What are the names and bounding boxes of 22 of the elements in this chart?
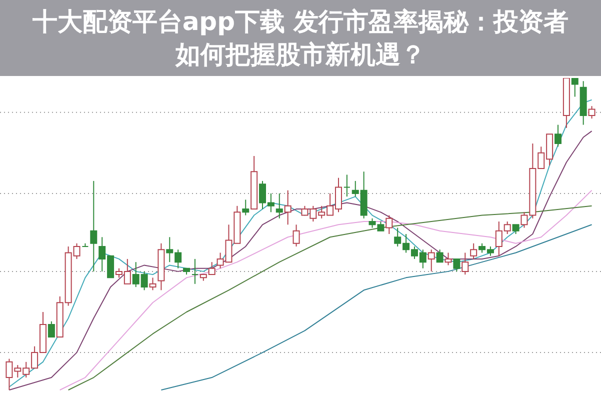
- candlestick: [242, 199, 250, 216]
- candlestick: [191, 258, 198, 284]
- chart-title: 十大配资平台app下载 发行市盈率揭秘：投资者如何把握股市新机遇？: [31, 6, 570, 71]
- candlestick: [512, 224, 520, 234]
- candlestick: [428, 249, 435, 272]
- candlestick: [554, 124, 562, 148]
- candlestick: [462, 252, 469, 276]
- candlestick: [571, 78, 578, 98]
- candlestick: [48, 320, 55, 338]
- candlestick: [588, 106, 596, 120]
- title-banner: 十大配资平台app下载 发行市盈率揭秘：投资者如何把握股市新机遇？: [0, 0, 601, 76]
- candlestick: [149, 277, 156, 291]
- candlestick: [284, 190, 292, 226]
- candlestick: [90, 180, 98, 272]
- candlestick: [292, 224, 300, 247]
- candlestick: [386, 214, 393, 234]
- candlestick: [453, 258, 460, 272]
- candlestick: [276, 192, 283, 219]
- candlestick: [470, 242, 478, 260]
- candlestick: [436, 249, 444, 263]
- candlestick: [343, 174, 350, 198]
- candlestick: [444, 252, 452, 266]
